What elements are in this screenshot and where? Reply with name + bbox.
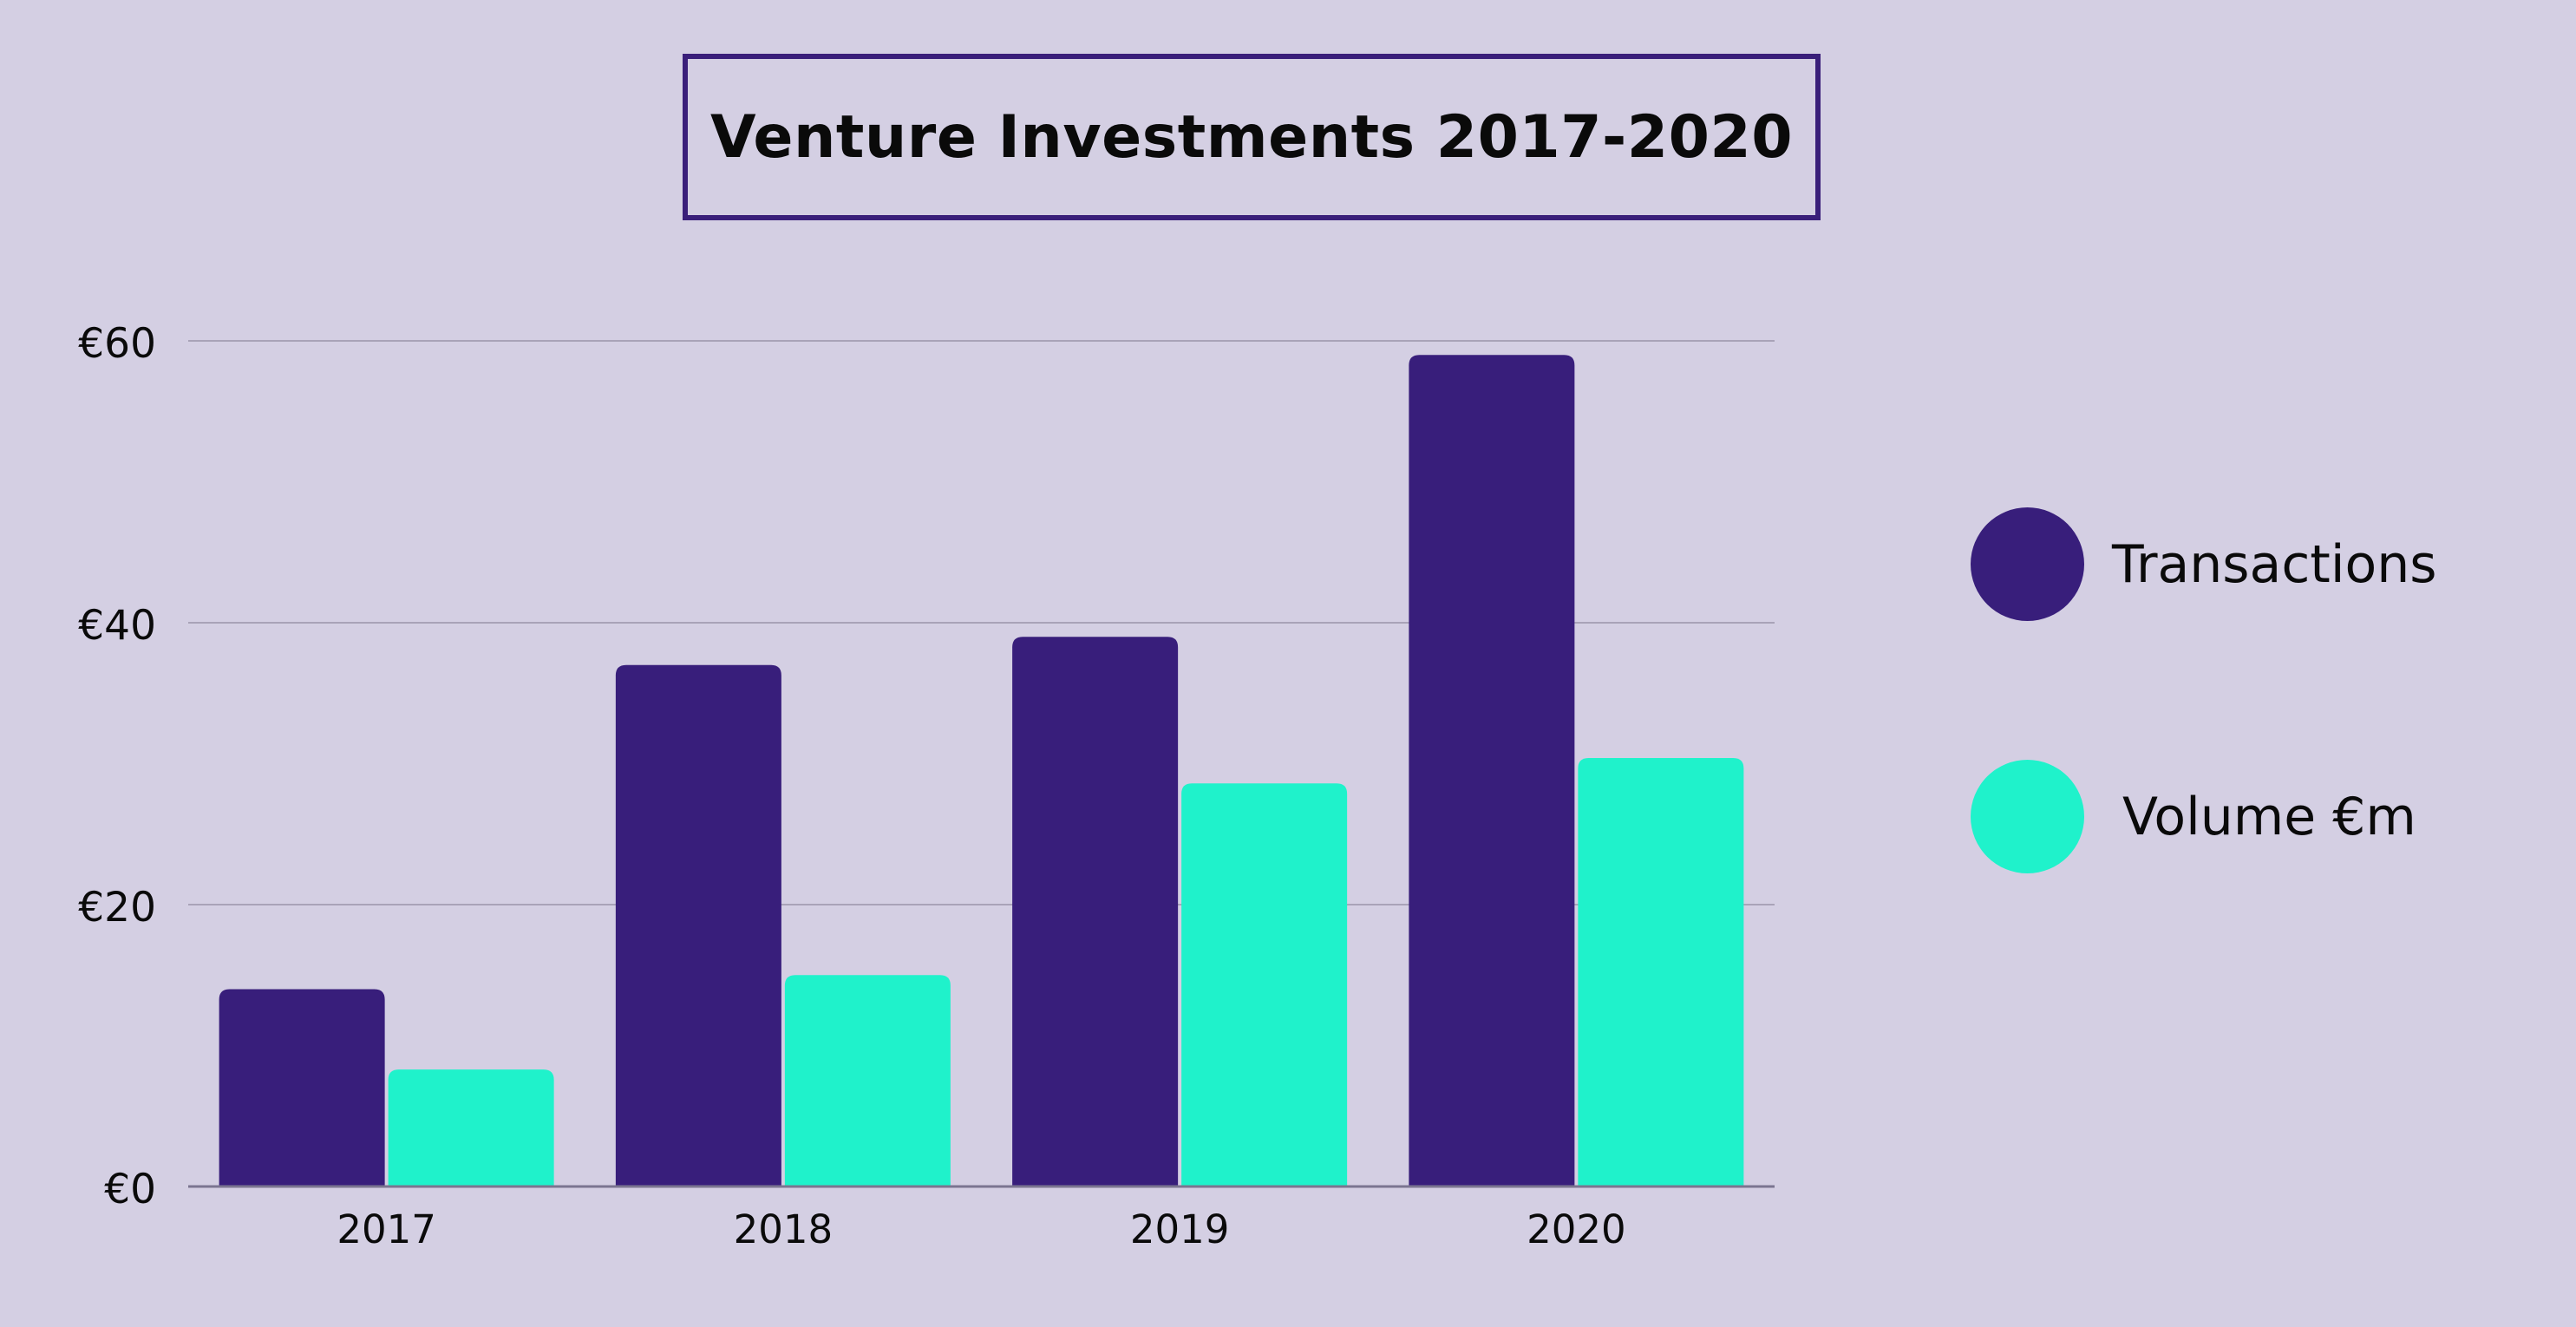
bar-volume-2020 [1578,758,1744,1186]
y-tick-label: €0 [104,1166,156,1213]
y-tick-label: €20 [78,884,156,932]
chart-title-box: Venture Investments 2017-2020 [683,54,1821,220]
x-tick-label: 2020 [1527,1206,1626,1252]
bar-transactions-2018 [615,664,781,1186]
legend-item-transactions: Transactions [1971,507,2437,621]
legend-label-transactions: Transactions [2112,533,2437,595]
bar-volume-2019 [1181,783,1348,1186]
x-tick-label: 2017 [337,1206,436,1252]
chart-title: Venture Investments 2017-2020 [709,102,1794,172]
y-tick-label: €40 [78,602,156,650]
legend-swatch-transactions [1971,507,2084,621]
x-tick-label: 2019 [1130,1206,1230,1252]
legend-item-volume: Volume €m [1971,760,2416,873]
bar-volume-2018 [784,975,951,1186]
y-tick-label: €60 [78,320,156,368]
bar-transactions-2020 [1409,355,1575,1186]
bar-transactions-2019 [1012,637,1179,1186]
x-tick-label: 2018 [734,1206,834,1252]
legend-label-volume: Volume €m [2122,786,2416,847]
bar-transactions-2017 [219,989,385,1186]
bar-volume-2017 [388,1069,554,1186]
legend-swatch-volume [1971,760,2084,873]
